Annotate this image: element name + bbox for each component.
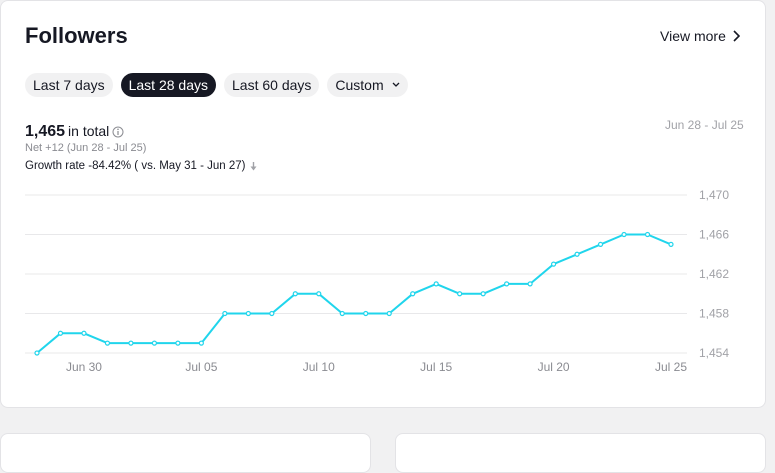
data-point: [81, 330, 87, 336]
x-tick-label: Jun 30: [66, 360, 102, 374]
data-point: [175, 340, 181, 346]
data-point: [668, 241, 674, 247]
y-tick-label: 1,454: [699, 346, 729, 360]
view-more-label: View more: [660, 28, 726, 44]
total-count: 1,465: [25, 123, 66, 140]
data-point: [292, 291, 298, 297]
data-point: [151, 340, 158, 346]
data-point: [245, 310, 251, 317]
data-point: [433, 281, 439, 287]
chevron-right-icon: [733, 30, 740, 42]
data-point: [410, 291, 416, 297]
tab-label: Last 7 days: [33, 77, 105, 93]
date-range-label: Jun 28 - Jul 25: [665, 118, 744, 132]
data-point: [504, 281, 510, 287]
data-point: [269, 310, 275, 317]
view-more-link[interactable]: View more: [660, 28, 740, 44]
data-point: [527, 281, 533, 287]
net-change: Net +12 (Jun 28 - Jul 25): [25, 142, 147, 154]
followers-card: Followers View more Last 7 days Last 28 …: [0, 0, 766, 408]
card-title: Followers: [25, 23, 128, 48]
y-tick-label: 1,462: [699, 267, 729, 281]
data-point: [457, 291, 463, 297]
x-tick-label: Jul 05: [185, 360, 217, 374]
tab-label: Last 28 days: [128, 77, 208, 93]
x-tick-label: Jul 15: [420, 360, 452, 374]
data-point: [339, 310, 345, 317]
data-point: [363, 310, 369, 317]
growth-rate-text: Growth rate -84.42% ( vs. May 31 - Jun 2…: [25, 160, 246, 172]
x-tick-label: Jul 25: [655, 360, 687, 374]
tab-custom[interactable]: Custom: [327, 73, 408, 97]
data-point: [316, 291, 322, 297]
y-tick-label: 1,466: [699, 228, 729, 242]
y-tick-label: 1,458: [699, 307, 729, 321]
x-tick-label: Jul 20: [538, 360, 570, 374]
date-range-tabs: Last 7 days Last 28 days Last 60 days Cu…: [25, 73, 408, 97]
data-point: [386, 310, 392, 317]
bottom-card-right: [395, 433, 766, 473]
data-point: [480, 291, 486, 297]
tab-label: Custom: [335, 77, 384, 93]
data-point: [222, 310, 228, 317]
x-tick-label: Jul 10: [303, 360, 335, 374]
growth-rate: Growth rate -84.42% ( vs. May 31 - Jun 2…: [25, 160, 257, 172]
total-followers: 1,465 in total: [25, 123, 124, 141]
data-point: [198, 340, 204, 346]
tab-last-60-days[interactable]: Last 60 days: [224, 73, 320, 97]
data-point: [104, 340, 111, 346]
info-icon[interactable]: [112, 126, 124, 138]
tab-last-28-days[interactable]: Last 28 days: [120, 73, 216, 97]
data-point: [597, 241, 604, 247]
followers-line-chart: 1,470 1,466 1,462 1,458 1,454 Jun 30 Jul 05 Jul…: [25, 188, 729, 374]
tab-last-7-days[interactable]: Last 7 days: [25, 73, 113, 97]
chevron-down-icon: [392, 82, 400, 87]
arrow-down-icon: [250, 161, 257, 170]
bottom-card-left: [0, 433, 371, 473]
data-point: [550, 261, 557, 267]
total-label: in total: [68, 123, 110, 139]
data-point: [128, 340, 134, 346]
data-point: [34, 350, 40, 356]
series-line: [36, 233, 672, 354]
data-point: [644, 231, 651, 238]
data-point: [621, 231, 627, 238]
data-point: [57, 330, 64, 336]
y-tick-label: 1,470: [699, 188, 729, 202]
tab-label: Last 60 days: [232, 77, 312, 93]
data-point: [574, 251, 580, 257]
